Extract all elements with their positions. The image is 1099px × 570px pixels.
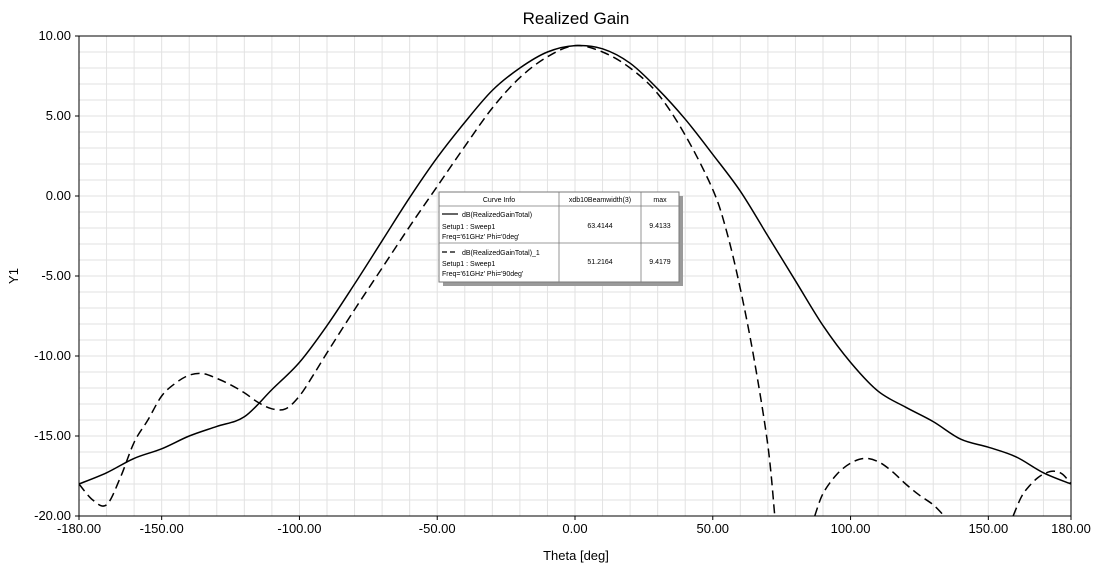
legend-row-2-freq: Freq='61GHz' Phi='90deg' [442, 271, 523, 278]
legend-row-2-beamwidth: 51.2164 [587, 259, 612, 266]
legend-header-max: max [653, 197, 667, 204]
x-tick-label: -180.00 [57, 521, 101, 536]
legend-row-1-max: 9.4133 [649, 223, 671, 230]
y-tick-label: -15.00 [34, 428, 71, 443]
x-tick-label: 0.00 [562, 521, 587, 536]
x-tick-label: 180.00 [1051, 521, 1091, 536]
series-lines [78, 44, 1072, 517]
plot-frame [78, 35, 1072, 517]
series-line-phi-90-dashed [1012, 470, 1072, 517]
legend-row-2-max: 9.4179 [649, 259, 671, 266]
y-axis-title: Y1 [6, 268, 21, 284]
x-tick-label: -100.00 [277, 521, 321, 536]
legend-row-2-setup: Setup1 : Sweep1 [442, 261, 495, 268]
x-tick-label: 50.00 [697, 521, 730, 536]
y-tick-label: -5.00 [41, 268, 71, 283]
chart-title: Realized Gain [523, 9, 630, 28]
x-tick-label: 150.00 [968, 521, 1008, 536]
y-tick-label: 10.00 [38, 28, 71, 43]
grid [79, 36, 1071, 516]
series-line-phi-90-dashed [78, 44, 776, 517]
y-tick-label: -10.00 [34, 348, 71, 363]
legend-row-1-setup: Setup1 : Sweep1 [442, 224, 495, 231]
y-tick-label: -20.00 [34, 508, 71, 523]
x-tick-label: 100.00 [831, 521, 871, 536]
legend-row-1-beamwidth: 63.4144 [587, 223, 612, 230]
legend-row-1-freq: Freq='61GHz' Phi='0deg' [442, 234, 519, 241]
x-axis-title: Theta [deg] [543, 548, 609, 563]
axis-ticks: -180.00 -150.00 -100.00 -50.00 0.00 50.00 100.… [34, 28, 1091, 536]
x-tick-label: -50.00 [419, 521, 456, 536]
curve-info-legend[interactable]: Curve Info xdb10Beamwidth(3) max dB(Real… [438, 191, 683, 286]
y-tick-label: 5.00 [46, 108, 71, 123]
y-tick-label: 0.00 [46, 188, 71, 203]
legend-header-beamwidth: xdb10Beamwidth(3) [569, 197, 631, 204]
legend-row-2-name: dB(RealizedGainTotal)_1 [462, 250, 540, 257]
legend-row-1-name: dB(RealizedGainTotal) [462, 212, 532, 219]
x-tick-label: -150.00 [140, 521, 184, 536]
legend-header-curve-info: Curve Info [483, 197, 515, 204]
